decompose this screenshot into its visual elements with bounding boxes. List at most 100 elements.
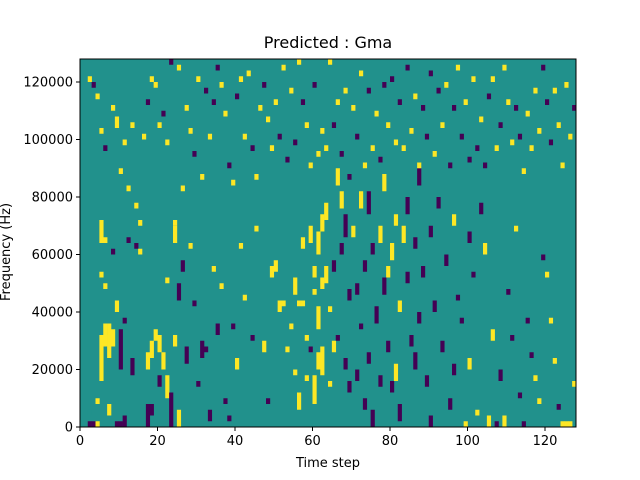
heatmap-cell: [362, 398, 368, 410]
heatmap-cell: [312, 82, 317, 88]
heatmap-cell: [366, 87, 371, 94]
heatmap-cell: [200, 174, 205, 180]
heatmap-cell: [103, 323, 108, 347]
heatmap-cell: [235, 93, 240, 100]
heatmap-cell: [215, 64, 220, 71]
heatmap-cell: [498, 369, 503, 381]
heatmap-cell: [413, 352, 418, 370]
heatmap-cell: [359, 191, 364, 209]
heatmap-cell: [227, 415, 232, 422]
heatmap-cell: [324, 202, 329, 220]
heatmap-cell: [173, 335, 178, 347]
heatmap-cell: [471, 76, 476, 82]
heatmap-cell: [405, 271, 410, 284]
heatmap-cell: [103, 237, 108, 243]
y-tick-label: 0: [65, 421, 73, 436]
heatmap-cell: [316, 231, 321, 255]
heatmap-cell: [281, 64, 286, 71]
heatmap-cell: [99, 128, 104, 134]
heatmap-cell: [475, 409, 480, 416]
heatmap-cell: [366, 191, 371, 215]
heatmap-cell: [126, 185, 131, 192]
plot-frame: [79, 58, 577, 428]
heatmap-cell: [529, 145, 534, 151]
heatmap-cell: [273, 99, 278, 105]
heatmap-cell: [192, 300, 197, 307]
heatmap-cell: [134, 202, 139, 209]
heatmap-cell: [328, 306, 333, 312]
heatmap-cell: [223, 110, 228, 117]
x-tick-label: 20: [149, 434, 166, 449]
heatmap-cell: [157, 335, 162, 353]
heatmap-cell: [118, 346, 123, 370]
heatmap-cell: [444, 254, 449, 266]
heatmap-cell: [118, 421, 123, 427]
heatmap-cell: [390, 76, 395, 82]
heatmap-cell: [560, 421, 565, 427]
heatmap-cell: [444, 82, 449, 88]
y-axis: 0 20000 40000 60000 80000 100000 120000: [23, 76, 80, 436]
heatmap-cell: [351, 225, 356, 238]
heatmap-cell: [370, 243, 375, 255]
heatmap-cell: [142, 133, 147, 140]
heatmap-cell: [486, 93, 492, 100]
heatmap-cell: [180, 260, 185, 272]
heatmap-cell: [424, 375, 430, 387]
heatmap-cell: [157, 122, 162, 128]
heatmap-cell: [130, 122, 135, 128]
heatmap-cell: [486, 415, 492, 427]
heatmap-cell: [517, 133, 523, 140]
heatmap-cell: [405, 64, 410, 71]
heatmap-cell: [409, 335, 414, 347]
heatmap-cell: [211, 266, 216, 272]
heatmap-cell: [134, 243, 139, 249]
heatmap-cell: [188, 128, 193, 134]
heatmap-cell: [459, 317, 464, 324]
heatmap-cell: [378, 225, 383, 243]
heatmap-cell: [405, 197, 410, 215]
heatmap-cell: [99, 220, 104, 243]
y-tick-label: 120000: [23, 76, 73, 91]
heatmap-cell: [304, 122, 309, 128]
heatmap-cell: [111, 329, 116, 347]
heatmap-cell: [87, 409, 92, 416]
heatmap-cell: [173, 225, 178, 243]
heatmap-cell: [471, 271, 476, 278]
heatmap-cell: [343, 358, 348, 370]
heatmap-cell: [219, 82, 224, 88]
heatmap-cell: [541, 64, 546, 71]
heatmap-cell: [525, 110, 530, 117]
heatmap-cell: [514, 105, 519, 111]
heatmap-cell: [506, 99, 511, 105]
x-tick-label: 80: [382, 434, 399, 449]
heatmap-cell: [238, 243, 244, 249]
heatmap-cell: [479, 202, 484, 215]
heatmap-cell: [320, 214, 325, 232]
heatmap-cell: [459, 133, 464, 140]
heatmap-cell: [262, 340, 267, 353]
heatmap-cell: [502, 64, 507, 71]
heatmap-cell: [99, 335, 104, 381]
heatmap-cell: [122, 415, 127, 427]
heatmap-cell: [467, 231, 472, 243]
heatmap-cell: [312, 375, 317, 404]
heatmap-cell: [339, 151, 344, 157]
heatmap-cell: [529, 352, 534, 358]
heatmap-cell: [386, 340, 391, 353]
heatmap-cell: [556, 122, 561, 128]
x-axis-label: Time step: [295, 456, 360, 471]
heatmap-cell: [417, 168, 422, 186]
heatmap-cell: [312, 266, 317, 278]
heatmap-cell: [467, 358, 472, 370]
heatmap-cell: [432, 300, 437, 312]
heatmap-cell: [390, 243, 395, 261]
heatmap-cell: [467, 156, 472, 163]
heatmap-cell: [494, 421, 499, 427]
heatmap-cell: [347, 381, 352, 393]
heatmap-cell: [153, 82, 158, 88]
heatmap-cell: [122, 139, 127, 146]
heatmap-cell: [351, 105, 356, 111]
heatmap-cell: [254, 225, 259, 232]
heatmap-cell: [397, 404, 402, 422]
x-tick-label: 60: [304, 434, 321, 449]
